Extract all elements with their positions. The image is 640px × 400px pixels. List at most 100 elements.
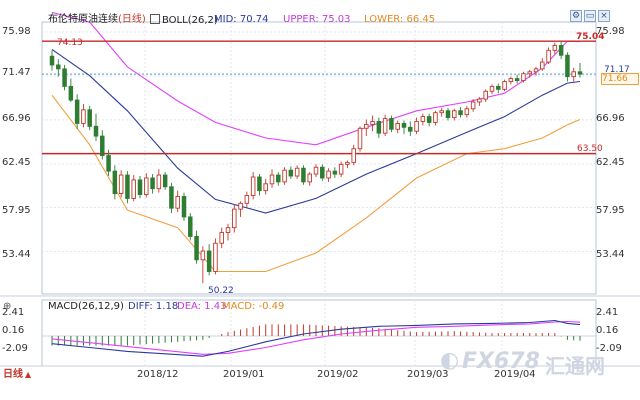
price-tick-left: 53.44 [2, 249, 31, 260]
candle-body [87, 109, 92, 127]
candle-body [150, 177, 155, 190]
candle-body [502, 81, 507, 90]
candle-body [244, 195, 250, 204]
watermark-brand: FX678 [462, 349, 540, 374]
candle-body [206, 250, 212, 272]
candle-body [144, 177, 149, 195]
toolbar-close-button[interactable]: × [598, 10, 610, 22]
candle-body [276, 174, 281, 183]
high-annotation: 74.13 [57, 38, 83, 48]
macd-label: MACD(26,12,9) [48, 301, 124, 312]
candle-body [483, 90, 488, 100]
resistance-label: 75.04 [576, 32, 605, 42]
price-tick-left: 75.98 [2, 26, 31, 37]
macd-tick-left: 2.41 [2, 307, 25, 318]
candle-body [301, 167, 306, 183]
price-tick-left: 71.47 [2, 67, 31, 78]
candle-body [263, 183, 268, 192]
boll-bands [51, 11, 581, 273]
boll-box-icon [150, 14, 160, 24]
candle-body [162, 174, 168, 188]
candle-body [81, 109, 86, 124]
candle-body [320, 166, 325, 179]
candle-body [395, 122, 400, 130]
candle-body [93, 125, 99, 137]
boll-lower-value: LOWER: 66.45 [364, 14, 436, 25]
candle-body [175, 196, 180, 209]
candle-body [401, 122, 407, 128]
macd-tick-left: 0.16 [2, 325, 25, 336]
macd-tick-right: -2.09 [596, 343, 622, 354]
toolbar-settings-button[interactable]: ⚙ [570, 10, 582, 22]
candle-body [307, 173, 312, 183]
candle-body [552, 45, 558, 51]
support-resistance-lines [42, 40, 596, 155]
candle-body [477, 98, 482, 103]
candle-body [269, 174, 275, 185]
macd-collapse-icon[interactable]: ⊕ [3, 301, 12, 312]
candle-body [294, 167, 300, 177]
candle-body [238, 202, 243, 210]
toolbar-restore-button[interactable]: ▭ [584, 10, 596, 22]
boll-lower-line [51, 94, 581, 273]
candle-body [420, 116, 426, 122]
candle-body [257, 176, 262, 192]
period-selector[interactable]: 日线 ▲ [3, 369, 32, 380]
candle-body [169, 186, 174, 209]
candle-body [137, 179, 143, 195]
support-label: 63.50 [577, 144, 603, 154]
price-tick-right: 62.45 [596, 157, 625, 168]
candle-body [464, 108, 470, 116]
candle-body [558, 45, 564, 56]
candle-body [332, 170, 338, 175]
macd-tick-left: -2.09 [2, 343, 28, 354]
candle-body [326, 170, 331, 179]
price-tick-left: 66.96 [2, 113, 31, 124]
candle-body [376, 121, 382, 134]
candle-body [458, 110, 463, 116]
candle-body [577, 71, 583, 75]
price-tick-right: 75.98 [596, 26, 625, 37]
boll-label: BOLL(26,2) [150, 14, 218, 27]
x-tick: 2018/12 [137, 369, 179, 380]
candle-body [540, 61, 545, 70]
candle-body [489, 85, 495, 92]
chart-frame [0, 21, 640, 367]
candle-body [439, 110, 444, 114]
candle-body [408, 126, 413, 132]
candle-body [521, 73, 526, 82]
candle-body [49, 55, 55, 66]
macd-diff-line [51, 319, 581, 357]
candle-body [452, 110, 457, 119]
candle-body [213, 242, 218, 272]
x-tick: 2019/01 [223, 369, 265, 380]
price-tick-right: 53.44 [596, 249, 625, 260]
x-tick: 2019/03 [407, 369, 449, 380]
period-dropdown-icon: ▲ [25, 370, 32, 379]
price-tick-left: 62.45 [2, 157, 31, 168]
candle-body [571, 71, 576, 78]
candle-body [282, 169, 287, 183]
candle-body [56, 64, 61, 70]
candle-body [250, 176, 256, 196]
period-label: (日线) [118, 14, 146, 25]
candle-body [433, 112, 438, 123]
price-panel-border [41, 21, 597, 295]
candle-body [533, 68, 539, 73]
current-price-tag: 71.66 [601, 73, 639, 85]
price-tick-right: 66.96 [596, 113, 625, 124]
grid-lines [42, 22, 596, 366]
macd-diff-value: DIFF: 1.18 [128, 301, 179, 312]
candle-body [565, 54, 570, 78]
boll-mid-value: MID: 70.74 [214, 14, 269, 25]
candle-body [156, 174, 162, 190]
candle-body [118, 174, 124, 195]
x-tick: 2019/02 [317, 369, 359, 380]
macd-panel [42, 319, 596, 357]
macd-tick-right: 2.41 [596, 307, 619, 318]
watermark-logo-icon: ◐ [440, 348, 460, 373]
candle-body [74, 99, 80, 124]
candle-body [125, 174, 130, 199]
candles [49, 41, 583, 284]
candle-body [181, 196, 187, 218]
